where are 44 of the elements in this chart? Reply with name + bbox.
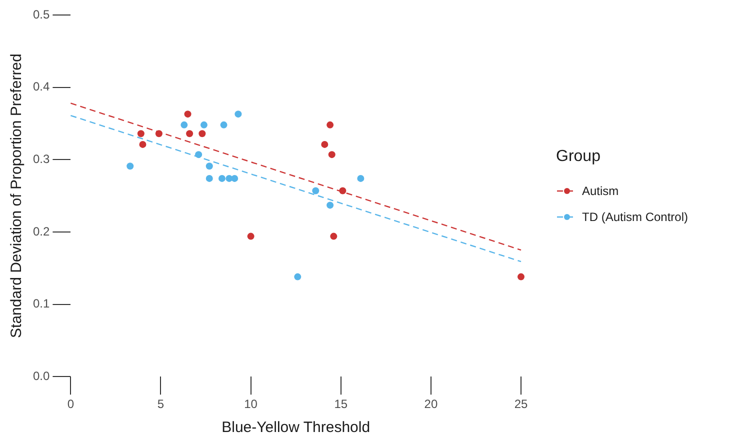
point [328, 151, 336, 158]
point [247, 232, 254, 240]
point [234, 110, 242, 118]
point [357, 174, 364, 182]
y-tick-label: 0.1 [32, 296, 50, 311]
y-tick-label: 0.0 [32, 368, 50, 383]
x-tick-label: 5 [157, 397, 164, 412]
x-tick-label: 0 [67, 397, 74, 412]
point [139, 140, 146, 148]
point [137, 130, 144, 138]
legend-label: TD (Autism Control) [582, 210, 688, 224]
point [321, 140, 328, 148]
x-tick-label: 25 [514, 397, 528, 412]
point [198, 130, 206, 138]
point [326, 202, 334, 209]
point [218, 174, 226, 182]
point [518, 273, 524, 280]
y-tick-label: 0.3 [32, 152, 50, 166]
x-tick-label: 10 [244, 397, 258, 412]
y-tick-label: 0.5 [32, 7, 50, 22]
point [126, 162, 134, 170]
point [326, 121, 334, 128]
point [195, 151, 202, 158]
point [186, 130, 194, 138]
point [206, 162, 213, 170]
x-axis-title: Blue-Yellow Threshold [222, 419, 370, 436]
point [294, 273, 302, 280]
point [330, 232, 338, 240]
point [155, 130, 162, 138]
y-axis-title: Standard Deviation of Proportion Preferred [8, 54, 26, 338]
point [231, 174, 238, 182]
point [180, 121, 188, 128]
y-tick-label: 0.4 [32, 80, 50, 94]
point [220, 121, 228, 128]
point [200, 121, 208, 128]
point [339, 187, 346, 194]
point [312, 187, 320, 194]
point [184, 110, 192, 118]
legend-title: Group [556, 148, 602, 166]
legend-label: Autism [582, 184, 619, 198]
point [206, 174, 213, 182]
x-tick-label: 15 [334, 397, 348, 412]
x-tick-label: 20 [424, 397, 438, 412]
y-tick-label: 0.2 [32, 224, 50, 238]
